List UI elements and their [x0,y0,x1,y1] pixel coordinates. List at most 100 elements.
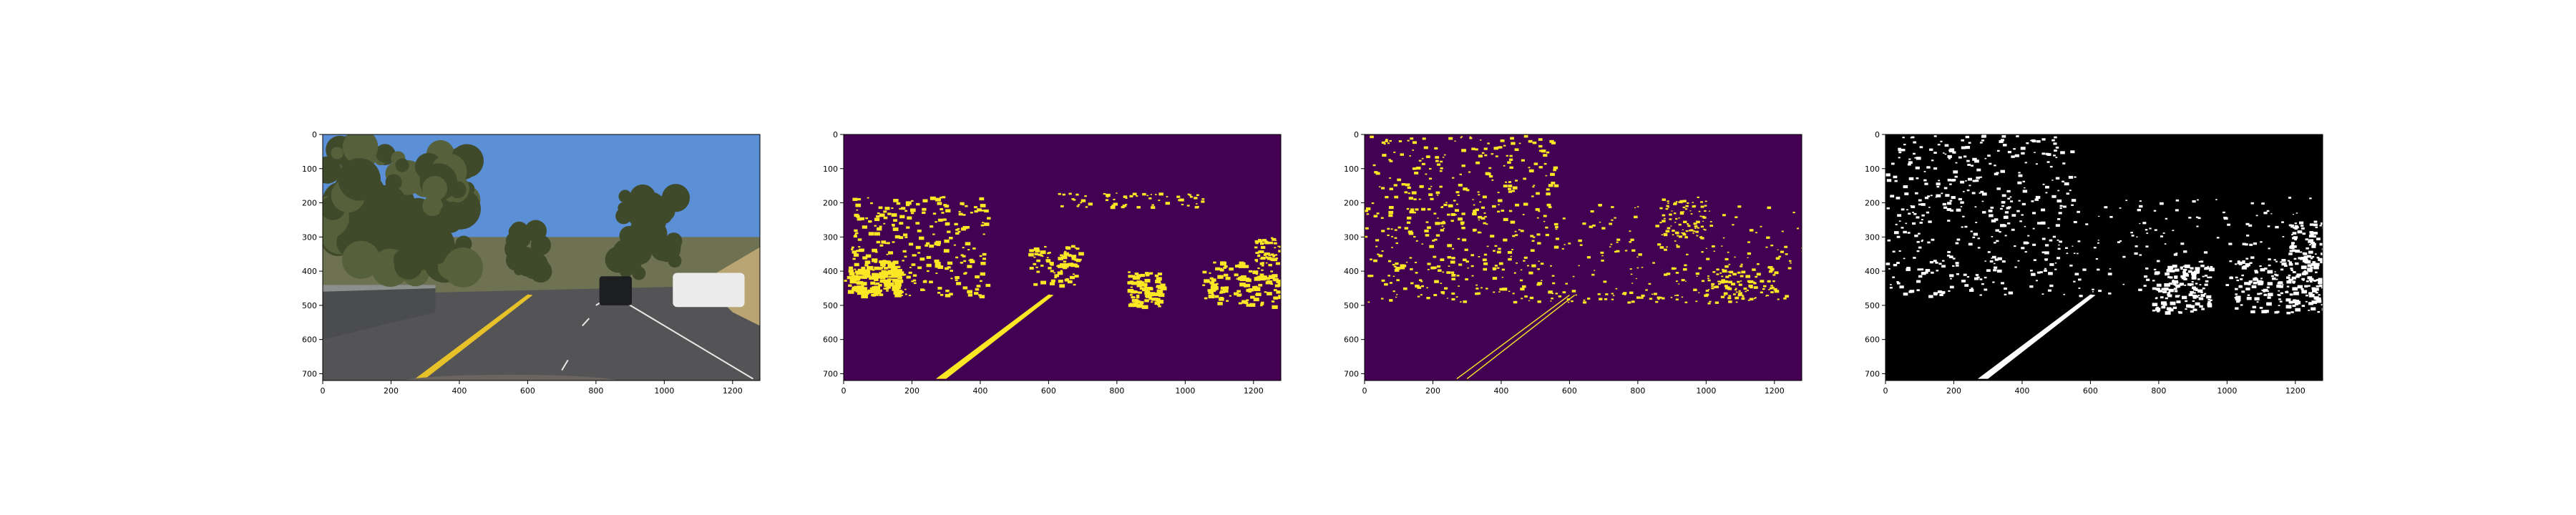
binary-pixel [1209,277,1214,280]
binary-pixel [1716,273,1719,275]
foliage-blob [618,190,632,203]
binary-pixel [1997,257,2002,260]
binary-pixel [879,263,886,267]
binary-pixel [1058,192,1061,195]
binary-pixel [1136,294,1140,297]
binary-pixel [955,279,958,281]
binary-pixel [1408,197,1413,200]
binary-pixel [1537,282,1543,285]
binary-pixel [2313,265,2319,270]
binary-pixel [1457,194,1460,196]
binary-pixel [884,267,888,270]
binary-pixel [1433,212,1437,215]
binary-pixel [1684,236,1688,239]
binary-pixel [1385,195,1389,199]
binary-pixel [2018,200,2021,202]
binary-pixel [1735,216,1738,218]
binary-pixel [984,209,989,212]
binary-pixel [896,286,902,290]
binary-pixel [1060,205,1064,207]
binary-pixel [889,270,896,274]
binary-pixel [2273,259,2276,261]
binary-pixel [1143,286,1148,288]
binary-pixel [2263,212,2268,215]
binary-pixel [941,212,945,214]
binary-pixel [2209,276,2212,279]
binary-pixel [1145,272,1149,275]
binary-pixel [1223,288,1226,290]
binary-pixel [2318,278,2323,282]
binary-pixel [1936,182,1941,186]
binary-pixel [970,260,975,264]
binary-pixel [1223,267,1226,269]
binary-pixel [1366,213,1370,215]
binary-pixel [1551,182,1556,185]
binary-pixel [1582,222,1586,225]
binary-pixel [1420,280,1423,283]
binary-pixel [1685,280,1687,282]
binary-pixel [1741,270,1746,274]
binary-pixel [946,295,950,298]
binary-pixel [2301,225,2304,227]
binary-pixel [2306,259,2308,261]
binary-pixel [1145,294,1152,298]
binary-pixel [1670,225,1672,227]
binary-pixel [2011,214,2016,217]
binary-pixel [857,198,862,201]
binary-pixel [1899,285,1904,289]
binary-pixel [1436,163,1441,166]
binary-pixel [1407,192,1410,195]
binary-pixel [2018,172,2021,174]
binary-pixel [1387,142,1390,144]
binary-pixel [1994,165,1996,167]
binary-pixel [1963,155,1967,158]
foliage-blob [508,247,529,268]
binary-pixel [2301,288,2304,290]
binary-pixel [1365,210,1369,212]
binary-pixel [1475,284,1478,286]
binary-pixel [1966,160,1970,162]
binary-pixel [2238,285,2243,288]
binary-pixel [1700,201,1703,203]
binary-pixel [1046,257,1049,259]
binary-pixel [1550,265,1552,267]
binary-pixel [1652,262,1655,264]
binary-pixel [1472,199,1474,200]
binary-pixel [1767,295,1770,297]
binary-pixel [1508,158,1513,161]
binary-pixel [1911,205,1916,208]
binary-pixel [1385,140,1388,142]
binary-pixel [1538,149,1543,152]
binary-pixel [1242,283,1246,285]
binary-pixel [2288,300,2293,304]
binary-pixel [1528,139,1533,143]
binary-pixel [1450,220,1454,222]
binary-pixel [1728,263,1731,265]
binary-pixel [1530,249,1535,252]
binary-pixel [1738,293,1742,295]
binary-pixel [2240,278,2243,280]
binary-pixel [1670,297,1673,298]
binary-pixel [2051,195,2057,198]
binary-pixel [1408,232,1414,235]
binary-pixel [2235,295,2241,299]
binary-pixel [1707,302,1711,305]
binary-pixel [1674,203,1677,205]
binary-pixel [1950,278,1952,280]
binary-pixel [1413,198,1417,201]
binary-pixel [1510,255,1512,258]
binary-pixel [2013,148,2016,150]
binary-pixel [1495,155,1498,157]
binary-pixel [917,229,922,232]
binary-pixel [1974,206,1977,208]
binary-pixel [906,275,911,279]
binary-pixel [1252,270,1259,275]
binary-pixel [1477,231,1481,234]
binary-pixel [1756,273,1761,276]
binary-pixel [2162,290,2167,294]
binary-pixel [2183,278,2186,280]
binary-pixel [1435,234,1440,237]
binary-pixel [1775,257,1780,260]
binary-pixel [2098,290,2102,293]
binary-pixel [2250,310,2255,314]
